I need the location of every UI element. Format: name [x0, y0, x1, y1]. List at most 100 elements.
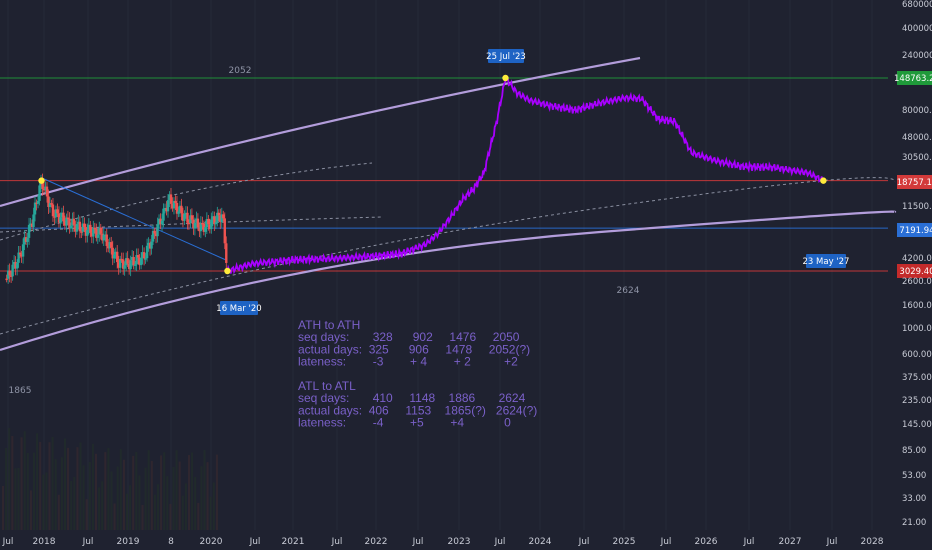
- candle-body: [116, 251, 119, 263]
- volume-bar: [33, 452, 35, 530]
- candle-body: [160, 220, 164, 225]
- volume-bar: [85, 499, 88, 530]
- candle-body: [102, 234, 105, 241]
- candle-body: [142, 252, 146, 259]
- price-tag-label: 7191.94: [899, 226, 932, 236]
- y-tick-label: 21.00: [902, 518, 926, 528]
- candle-body: [133, 264, 137, 266]
- y-tick-label: 240000.00: [902, 51, 932, 61]
- date-callout-box: [488, 49, 524, 63]
- candle-body: [42, 188, 46, 191]
- candle-body: [38, 185, 41, 201]
- candle-body: [93, 227, 96, 230]
- candle-body: [36, 200, 40, 204]
- candle-body: [129, 260, 132, 270]
- volume-bar: [54, 459, 57, 530]
- volume-bar: [5, 447, 8, 530]
- volume-bar: [160, 455, 163, 530]
- channel-lower-curve: [0, 210, 897, 352]
- y-tick-label: 85.00: [902, 446, 926, 456]
- candle-body: [92, 227, 95, 237]
- volume-bar: [104, 452, 107, 530]
- stats-line: actual days: 406 1153 1865(?) 2624(?): [298, 403, 537, 417]
- stats-line: lateness: -3 + 4 + 2 +2: [298, 355, 518, 369]
- candle-body: [141, 252, 144, 258]
- x-tick-label: 8: [168, 537, 174, 547]
- volume-bar: [23, 431, 26, 530]
- cycle-annotation: 2052: [229, 66, 252, 76]
- candle-body: [56, 209, 59, 214]
- candle-body: [193, 222, 197, 229]
- volume-bar: [119, 449, 122, 530]
- volume-bar: [67, 447, 70, 530]
- candle-body: [9, 275, 13, 277]
- volume-bar: [153, 494, 156, 530]
- candle-body: [138, 257, 141, 266]
- x-tick-label: 2023: [448, 537, 471, 547]
- volume-bar: [138, 475, 141, 530]
- date-callout-box: [220, 301, 258, 315]
- pivot-marker: [224, 267, 231, 275]
- volume-bar: [113, 503, 116, 530]
- candle-body: [157, 218, 161, 225]
- candle-body: [71, 218, 74, 226]
- volume-bar: [129, 485, 132, 530]
- candle-body: [201, 222, 204, 225]
- x-tick-label: Jul: [743, 537, 755, 547]
- stats-line: seq days: 410 1148 1886 2624: [298, 391, 526, 405]
- drawing-lines: [0, 56, 897, 352]
- candle-body: [33, 202, 37, 215]
- x-tick-label: 2019: [117, 537, 140, 547]
- x-tick-label: Jul: [494, 537, 506, 547]
- volume-bar: [91, 443, 94, 530]
- candle-body: [75, 224, 79, 232]
- candle-body: [126, 258, 129, 264]
- volume-bar: [64, 438, 66, 530]
- candle-body: [147, 242, 150, 246]
- candle-body: [15, 262, 19, 269]
- price-series: [5, 76, 825, 284]
- candle-body: [32, 214, 35, 227]
- volume-bar: [76, 447, 79, 530]
- volume-bar: [191, 452, 194, 530]
- price-tag: [897, 264, 932, 278]
- pivot-marker: [502, 74, 509, 82]
- candle-body: [159, 218, 162, 225]
- date-callout-text: 25 Jul '23: [486, 52, 526, 62]
- candle-body: [96, 234, 99, 238]
- volume-bar: [215, 454, 218, 530]
- candle-body: [123, 265, 126, 269]
- volume-bar: [184, 483, 187, 530]
- candle-body: [136, 255, 140, 258]
- candle-body: [216, 212, 219, 223]
- candle-body: [213, 216, 216, 225]
- candle-body: [198, 227, 201, 232]
- volume-bar: [116, 466, 119, 530]
- x-tick-label: Jul: [826, 537, 838, 547]
- candle-body: [186, 212, 189, 223]
- candle-body: [78, 221, 82, 232]
- volume-bar: [150, 460, 153, 530]
- candle-body: [214, 222, 218, 225]
- candle-body: [30, 223, 34, 227]
- projection-line: [226, 76, 825, 275]
- candle-body: [181, 213, 185, 221]
- candle-body: [172, 200, 176, 209]
- candle-body: [26, 237, 29, 242]
- price-tag-label: 148763.20: [894, 74, 932, 84]
- x-tick-label: Jul: [2, 537, 14, 547]
- volume-bar: [17, 467, 20, 530]
- candle-body: [217, 212, 220, 216]
- candle-body: [18, 252, 22, 255]
- candle-body: [54, 209, 58, 218]
- volume-bar: [181, 495, 184, 530]
- candle-body: [163, 207, 167, 210]
- candle-body: [132, 256, 135, 266]
- volume-bar: [101, 481, 104, 530]
- y-tick-label: 53.00: [902, 471, 926, 481]
- candle-body: [114, 251, 117, 255]
- candle-body: [135, 255, 138, 265]
